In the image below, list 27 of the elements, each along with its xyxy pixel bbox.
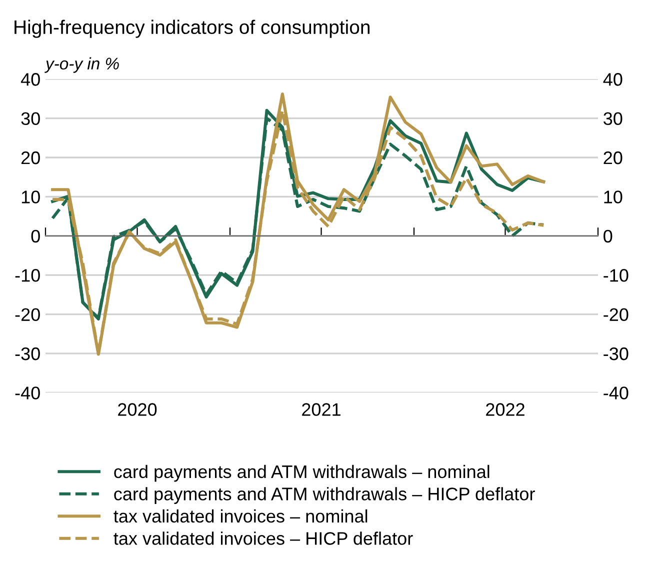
y2-tick-label: -20 (604, 308, 628, 321)
x-tick-label: 2020 (118, 403, 157, 416)
x-tick-label: 2021 (302, 403, 340, 416)
x-tick-label: 2022 (486, 403, 524, 416)
y-axis-title: y-o-y in % (44, 57, 119, 73)
y2-tick-label: 20 (604, 151, 622, 164)
y2-tick-label: -40 (604, 386, 628, 400)
y2-tick-label: 10 (604, 190, 622, 204)
y-tick-label: 10 (22, 190, 40, 204)
y-tick-label: -40 (15, 386, 40, 400)
legend-label: tax validated invoices – HICP deflator (114, 532, 413, 545)
y-tick-label: -10 (15, 269, 40, 282)
y2-tick-label: -30 (604, 347, 628, 360)
y-tick-label: 0 (31, 230, 40, 243)
y-tick-label: 30 (21, 112, 40, 126)
y2-tick-label: -10 (604, 269, 628, 282)
y-tick-label: -20 (15, 308, 40, 321)
legend-label: card payments and ATM withdrawals – nominal (114, 464, 490, 482)
y2-tick-label: 30 (604, 112, 622, 126)
legend-label: tax validated invoices – nominal (114, 509, 368, 523)
y-tick-label: 20 (21, 151, 40, 164)
y2-tick-label: 40 (603, 73, 622, 86)
legend-label: card payments and ATM withdrawals – HICP deflator (114, 487, 535, 504)
y-tick-label: 40 (20, 73, 40, 86)
y2-tick-label: 0 (604, 230, 612, 243)
y-tick-label: -30 (15, 347, 40, 360)
chart-title: High-frequency indicators of consumption (14, 20, 370, 38)
